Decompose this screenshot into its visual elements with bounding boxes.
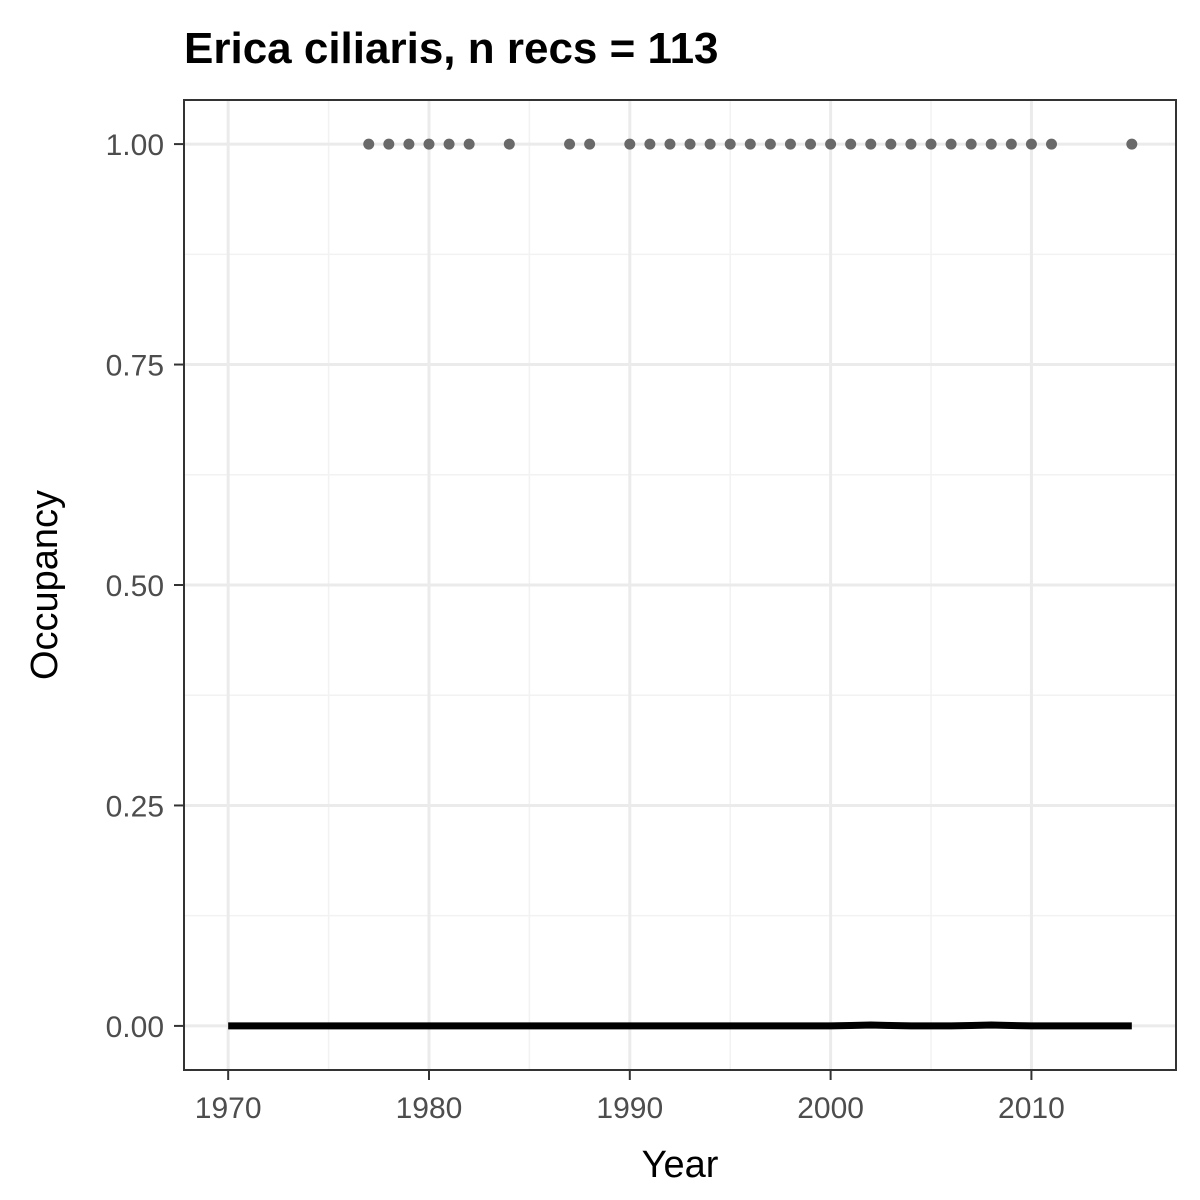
x-tick-label: 1980 [396, 1092, 463, 1125]
trend-series [228, 1021, 1132, 1030]
chart-title: Erica ciliaris, n recs = 113 [184, 24, 719, 73]
record-point [503, 138, 515, 150]
y-tick-label: 0.75 [106, 350, 164, 383]
record-point [985, 138, 997, 150]
record-point [423, 138, 435, 150]
record-point [1126, 138, 1138, 150]
record-point [724, 138, 736, 150]
y-tick-label: 1.00 [106, 129, 164, 162]
record-point [1025, 138, 1037, 150]
record-point [945, 138, 957, 150]
record-point [624, 138, 636, 150]
y-axis-label: Occupancy [24, 490, 66, 680]
record-point [443, 138, 455, 150]
record-point [363, 138, 375, 150]
record-point [744, 138, 756, 150]
record-point [463, 138, 475, 150]
record-point [1005, 138, 1017, 150]
y-axis-ticks: 0.00 0.25 0.50 0.75 1.00 [106, 129, 184, 1044]
record-point [383, 138, 395, 150]
record-point [403, 138, 415, 150]
record-point [684, 138, 696, 150]
record-point [764, 138, 776, 150]
x-axis-ticks: 1970 1980 1990 2000 2010 [195, 1070, 1065, 1125]
record-point [905, 138, 917, 150]
x-tick-label: 2010 [998, 1092, 1065, 1125]
trend-line [228, 1021, 1132, 1030]
x-axis-label: Year [642, 1144, 719, 1186]
record-point [584, 138, 596, 150]
record-point [644, 138, 656, 150]
record-point [965, 138, 977, 150]
record-point [664, 138, 676, 150]
x-tick-label: 2000 [797, 1092, 864, 1125]
record-point [805, 138, 817, 150]
y-tick-label: 0.25 [106, 790, 164, 823]
x-tick-label: 1990 [596, 1092, 663, 1125]
record-point [925, 138, 937, 150]
record-point [885, 138, 897, 150]
y-tick-label: 0.50 [106, 570, 164, 603]
y-tick-label: 0.00 [106, 1011, 164, 1044]
record-point [825, 138, 837, 150]
record-points [363, 138, 1138, 150]
record-point [784, 138, 796, 150]
record-point [865, 138, 877, 150]
record-point [1045, 138, 1057, 150]
record-point [564, 138, 576, 150]
record-point [704, 138, 716, 150]
record-point [845, 138, 857, 150]
x-tick-label: 1970 [195, 1092, 262, 1125]
